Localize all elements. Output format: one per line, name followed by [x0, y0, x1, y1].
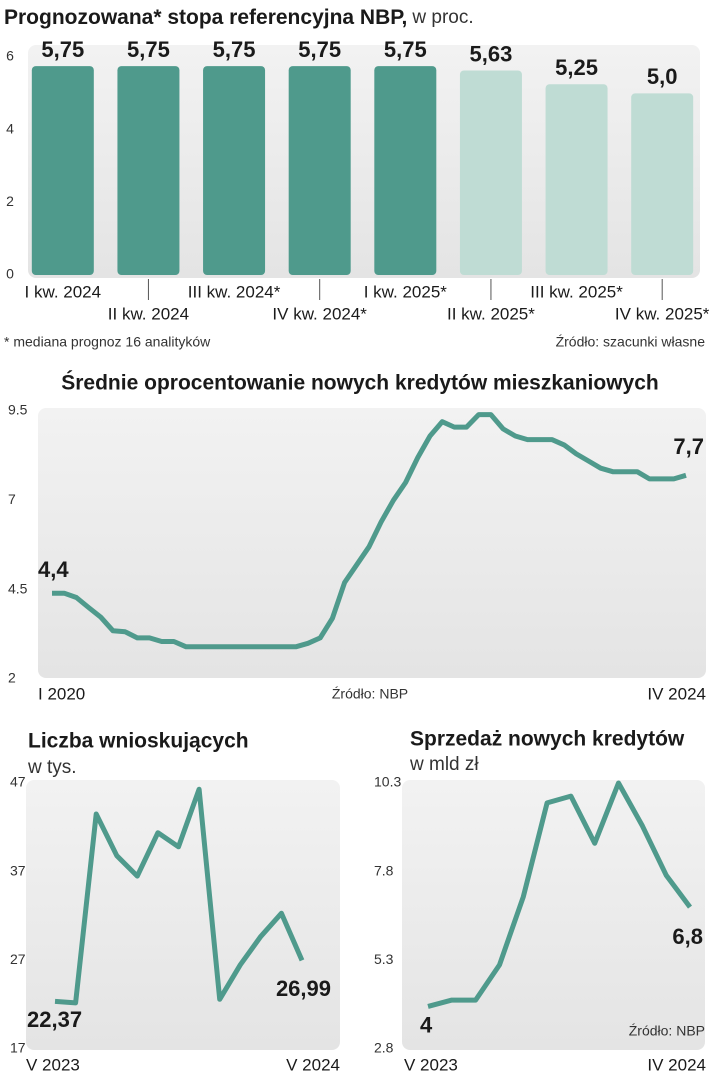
title-unit: w proc. [411, 7, 473, 28]
value-label: 7,7 [673, 434, 704, 459]
chart-subtitle: w mld zł [409, 754, 479, 775]
y-tick-label: 27 [10, 951, 26, 967]
value-label: 22,37 [27, 1007, 82, 1032]
y-tick-label: 4.5 [8, 580, 28, 596]
plot-background [26, 780, 340, 1050]
data-line [54, 786, 305, 1006]
bar [545, 84, 608, 275]
value-label: 5,0 [647, 64, 678, 89]
y-tick-label: 0 [6, 266, 14, 282]
chart-subtitle: w tys. [27, 757, 77, 778]
x-tick-label: I 2020 [38, 684, 85, 703]
y-tick-label: 2 [6, 193, 14, 209]
plot-background [28, 45, 700, 278]
x-tick-label: IV 2024 [647, 1055, 706, 1074]
value-label: 5,75 [384, 37, 427, 62]
x-tick-label: IV kw. 2024* [272, 304, 367, 323]
chart-title: Liczba wnioskujących [28, 730, 249, 753]
y-tick-label: 10.3 [374, 774, 401, 790]
chart-title: Prognozowana* stopa referencyjna NBP, w p… [4, 6, 474, 29]
bar [203, 66, 266, 275]
value-label: 26,99 [276, 976, 331, 1001]
bar [374, 66, 437, 275]
y-tick-label: 7 [8, 491, 16, 507]
data-line [427, 780, 693, 1009]
x-tick-label: III kw. 2024* [188, 282, 281, 301]
y-tick-label: 2.8 [374, 1040, 394, 1056]
x-tick-label: III kw. 2025* [530, 282, 623, 301]
x-tick-label: I kw. 2025* [364, 282, 448, 301]
y-tick-label: 37 [10, 862, 26, 878]
source: Źródło: NBP [629, 1023, 705, 1039]
bar [631, 93, 694, 275]
value-label: 4,4 [38, 557, 69, 582]
value-label: 5,75 [41, 37, 84, 62]
data-line [52, 412, 687, 650]
title-main: Prognozowana* stopa referencyjna NBP, [4, 6, 407, 29]
x-tick-label: IV kw. 2025* [615, 304, 710, 323]
value-label: 5,63 [470, 41, 513, 66]
x-tick-label: V 2023 [404, 1055, 458, 1074]
x-tick-label: V 2024 [286, 1055, 340, 1074]
bar [288, 66, 351, 275]
y-tick-label: 2 [8, 670, 16, 686]
source: Źródło: NBP [332, 686, 408, 702]
y-tick-label: 17 [10, 1040, 26, 1056]
x-tick-label: II kw. 2025* [447, 304, 535, 323]
value-label: 5,75 [213, 37, 256, 62]
value-label: 6,8 [672, 924, 703, 949]
chart-title: Sprzedaż nowych kredytów [410, 728, 685, 751]
value-label: 5,75 [127, 37, 170, 62]
y-tick-label: 4 [6, 120, 14, 136]
y-tick-label: 6 [6, 48, 14, 64]
bar [117, 66, 180, 275]
source: Źródło: szacunki własne [556, 334, 706, 350]
bar [459, 70, 522, 276]
footnote: * mediana prognoz 16 analityków [4, 334, 211, 350]
plot-background [402, 780, 705, 1050]
value-label: 4 [420, 1012, 433, 1037]
value-label: 5,25 [555, 55, 598, 80]
x-tick-label: II kw. 2024 [108, 304, 189, 323]
value-label: 5,75 [298, 37, 341, 62]
x-tick-label: V 2023 [26, 1055, 80, 1074]
y-tick-label: 9.5 [8, 402, 28, 418]
y-tick-label: 47 [10, 774, 26, 790]
x-tick-label: IV 2024 [647, 684, 706, 703]
y-tick-label: 7.8 [374, 862, 394, 878]
chart-title: Średnie oprocentowanie nowych kredytów m… [61, 371, 659, 395]
bar [31, 66, 94, 275]
x-tick-label: I kw. 2024 [25, 282, 102, 301]
y-tick-label: 5.3 [374, 951, 394, 967]
